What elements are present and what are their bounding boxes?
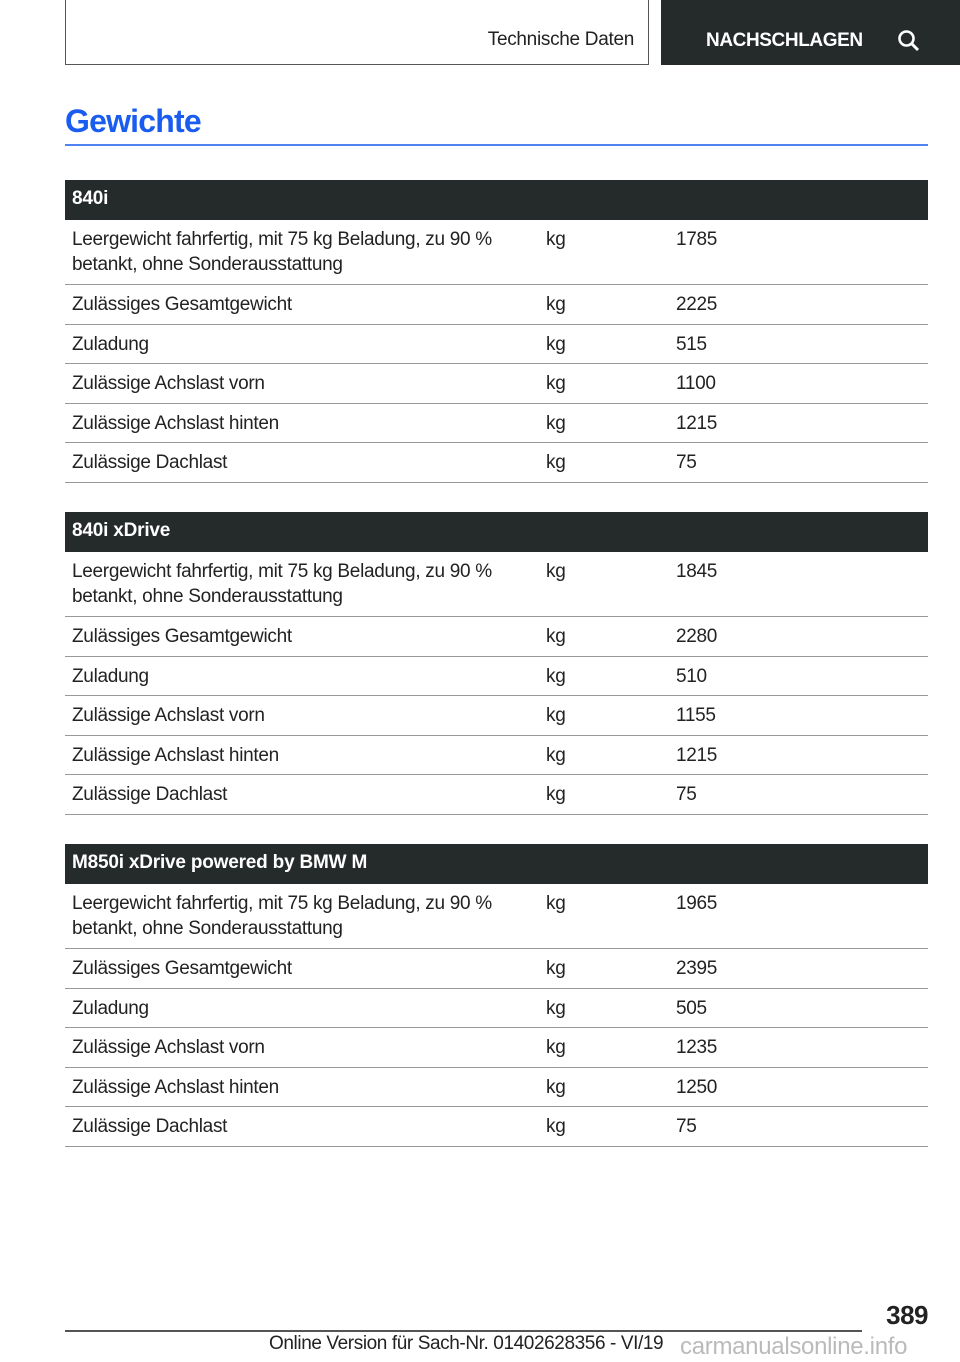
- row-label: Zulässiges Gesamtgewicht: [72, 294, 292, 315]
- table-row: Zulässige Achslast vorn kg 1235: [65, 1028, 928, 1068]
- row-label: Zulässige Achslast hinten: [72, 412, 279, 434]
- row-unit: kg: [546, 373, 566, 395]
- row-unit: kg: [546, 452, 566, 474]
- table-row: Leergewicht fahrfertig, mit 75 kg Beladu…: [65, 220, 928, 285]
- row-unit: kg: [546, 784, 566, 806]
- watermark: carmanualsonline.info: [680, 1333, 908, 1360]
- footer-text: Online Version für Sach-Nr. 01402628356 …: [269, 1333, 664, 1354]
- table-row: Zuladung kg 515: [65, 325, 928, 365]
- table-row: Zulässige Achslast vorn kg 1100: [65, 364, 928, 404]
- nav-label: NACHSCHLAGEN: [706, 30, 863, 51]
- table-row: Zulässiges Gesamtgewicht kg 2225: [65, 285, 928, 325]
- weights-table: 840i Leergewicht fahrfertig, mit 75 kg B…: [65, 180, 928, 483]
- search-icon: [898, 30, 920, 52]
- weights-table: M850i xDrive powered by BMW M Leergewich…: [65, 844, 928, 1147]
- section-title: Technische Daten: [487, 29, 635, 50]
- row-value: 1250: [676, 1076, 718, 1098]
- nachschlagen-nav-button[interactable]: NACHSCHLAGEN: [661, 0, 960, 65]
- row-value: 1785: [676, 229, 718, 250]
- row-value: 1215: [676, 744, 718, 766]
- table-row: Zulässige Dachlast kg 75: [65, 775, 928, 815]
- table-row: Zulässige Dachlast kg 75: [65, 1107, 928, 1147]
- table-row: Zulässige Achslast hinten kg 1215: [65, 404, 928, 444]
- table-row: Zulässige Achslast vorn kg 1155: [65, 696, 928, 736]
- row-label: Leergewicht fahrfertig, mit 75 kg Beladu…: [72, 229, 492, 275]
- row-label: Zulässige Dachlast: [72, 452, 228, 474]
- row-unit: kg: [546, 705, 566, 727]
- table-row: Zuladung kg 505: [65, 989, 928, 1029]
- table-row: Zulässiges Gesamtgewicht kg 2395: [65, 949, 928, 989]
- row-value: 1235: [676, 1037, 718, 1059]
- row-label: Zulässige Achslast vorn: [72, 1037, 265, 1059]
- row-unit: kg: [546, 744, 566, 766]
- row-label: Zuladung: [72, 997, 149, 1019]
- row-unit: kg: [546, 412, 566, 434]
- row-unit: kg: [546, 893, 566, 914]
- table-heading: M850i xDrive powered by BMW M: [65, 844, 928, 884]
- row-unit: kg: [546, 1037, 566, 1059]
- row-label: Zuladung: [72, 665, 149, 687]
- row-label: Leergewicht fahrfertig, mit 75 kg Beladu…: [72, 561, 492, 607]
- page-number: 389: [886, 1300, 928, 1330]
- row-unit: kg: [546, 997, 566, 1019]
- row-unit: kg: [546, 294, 566, 315]
- footer-rule: [65, 1330, 862, 1332]
- row-label: Zulässige Achslast hinten: [72, 744, 279, 766]
- row-value: 515: [676, 333, 707, 355]
- row-value: 2225: [676, 294, 718, 315]
- row-value: 510: [676, 665, 707, 687]
- row-value: 1215: [676, 412, 718, 434]
- row-unit: kg: [546, 229, 566, 250]
- row-label: Zulässige Dachlast: [72, 784, 228, 806]
- table-row: Zulässiges Gesamtgewicht kg 2280: [65, 617, 928, 657]
- title-rule: [65, 144, 928, 146]
- row-label: Zulässige Achslast hinten: [72, 1076, 279, 1098]
- table-row: Zuladung kg 510: [65, 657, 928, 697]
- row-value: 2395: [676, 958, 718, 979]
- row-unit: kg: [546, 561, 566, 582]
- row-value: 1965: [676, 893, 718, 914]
- table-row: Zulässige Achslast hinten kg 1250: [65, 1068, 928, 1108]
- table-row: Leergewicht fahrfertig, mit 75 kg Beladu…: [65, 884, 928, 949]
- row-label: Zulässige Achslast vorn: [72, 705, 265, 727]
- row-unit: kg: [546, 1076, 566, 1098]
- row-unit: kg: [546, 626, 566, 647]
- row-label: Zulässige Dachlast: [72, 1116, 228, 1138]
- table-row: Zulässige Achslast hinten kg 1215: [65, 736, 928, 776]
- row-label: Zuladung: [72, 333, 149, 355]
- row-value: 505: [676, 997, 707, 1019]
- row-unit: kg: [546, 958, 566, 979]
- row-unit: kg: [546, 333, 566, 355]
- row-value: 75: [676, 784, 697, 806]
- row-label: Leergewicht fahrfertig, mit 75 kg Beladu…: [72, 893, 492, 939]
- row-value: 75: [676, 452, 697, 474]
- row-label: Zulässiges Gesamtgewicht: [72, 626, 292, 647]
- header-section-box: Technische Daten: [65, 0, 649, 65]
- row-value: 2280: [676, 626, 718, 647]
- weights-table: 840i xDrive Leergewicht fahrfertig, mit …: [65, 512, 928, 815]
- row-label: Zulässiges Gesamtgewicht: [72, 958, 292, 979]
- row-value: 1155: [676, 705, 716, 727]
- row-value: 1845: [676, 561, 718, 582]
- row-unit: kg: [546, 665, 566, 687]
- table-heading: 840i xDrive: [65, 512, 928, 552]
- page-title: Gewichte: [65, 103, 202, 139]
- table-heading: 840i: [65, 180, 928, 220]
- row-label: Zulässige Achslast vorn: [72, 373, 265, 395]
- row-value: 1100: [676, 373, 716, 395]
- row-unit: kg: [546, 1116, 566, 1138]
- table-row: Leergewicht fahrfertig, mit 75 kg Beladu…: [65, 552, 928, 617]
- table-row: Zulässige Dachlast kg 75: [65, 443, 928, 483]
- row-value: 75: [676, 1116, 697, 1138]
